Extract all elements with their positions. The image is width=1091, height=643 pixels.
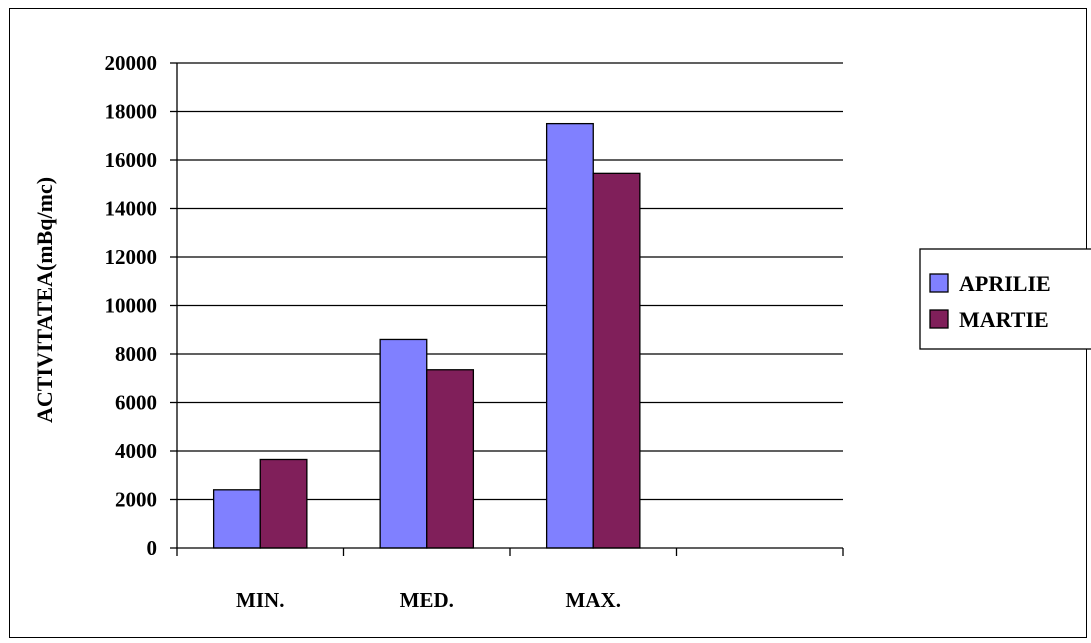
bar-aprilie-max [545, 122, 594, 549]
y-tick-label: 8000 [115, 342, 157, 366]
y-tick-label: 10000 [105, 294, 158, 318]
y-tick-label: 16000 [105, 148, 158, 172]
bar-aprilie-min [212, 489, 261, 549]
x-category-label: MED. [400, 588, 454, 612]
axis-labels: 0 2000 4000 6000 8000 10000 12000 14000 16000 180… [105, 51, 621, 612]
y-tick-label: 4000 [115, 439, 157, 463]
bar-martie-max [592, 172, 641, 549]
legend-swatch-martie [929, 309, 949, 329]
legend-swatch-aprilie [929, 273, 949, 293]
legend-box [919, 248, 1091, 350]
grid-lines [177, 62, 843, 501]
axes [170, 62, 844, 556]
bar-martie-med [426, 369, 475, 549]
bar-aprilie-med [379, 338, 428, 549]
y-tick-label: 2000 [115, 488, 157, 512]
x-category-label: MAX. [566, 588, 621, 612]
x-category-label: MIN. [236, 588, 284, 612]
legend-label-martie: MARTIE [959, 307, 1049, 332]
y-tick-label: 0 [147, 536, 158, 560]
bar-martie-min [259, 458, 308, 549]
y-tick-label: 6000 [115, 391, 157, 415]
y-tick-label: 18000 [105, 100, 158, 124]
bars [212, 122, 641, 549]
y-tick-label: 14000 [105, 197, 158, 221]
legend: APRILIE MARTIE [919, 248, 1091, 350]
y-axis-title: ACTIVITATEA(mBq/mc) [32, 177, 57, 423]
legend-label-aprilie: APRILIE [959, 271, 1051, 296]
y-tick-label: 20000 [105, 51, 158, 75]
y-tick-label: 12000 [105, 245, 158, 269]
